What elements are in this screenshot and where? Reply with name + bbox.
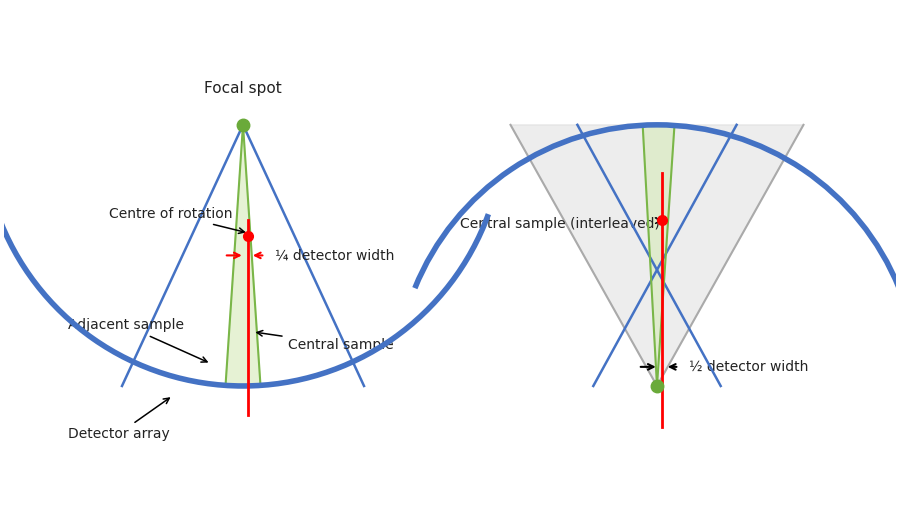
Text: Adjacent sample: Adjacent sample [68,319,207,362]
Text: ¼ detector width: ¼ detector width [274,248,394,263]
Text: Detector array: Detector array [68,398,169,440]
Polygon shape [226,125,260,386]
Text: ½ detector width: ½ detector width [688,360,808,374]
Polygon shape [510,125,804,386]
Text: Focal spot: Focal spot [204,81,282,96]
Polygon shape [643,125,674,386]
Text: Central sample: Central sample [257,331,393,352]
Text: Central sample (interleaved): Central sample (interleaved) [460,216,662,231]
Text: Centre of rotation: Centre of rotation [109,207,245,233]
